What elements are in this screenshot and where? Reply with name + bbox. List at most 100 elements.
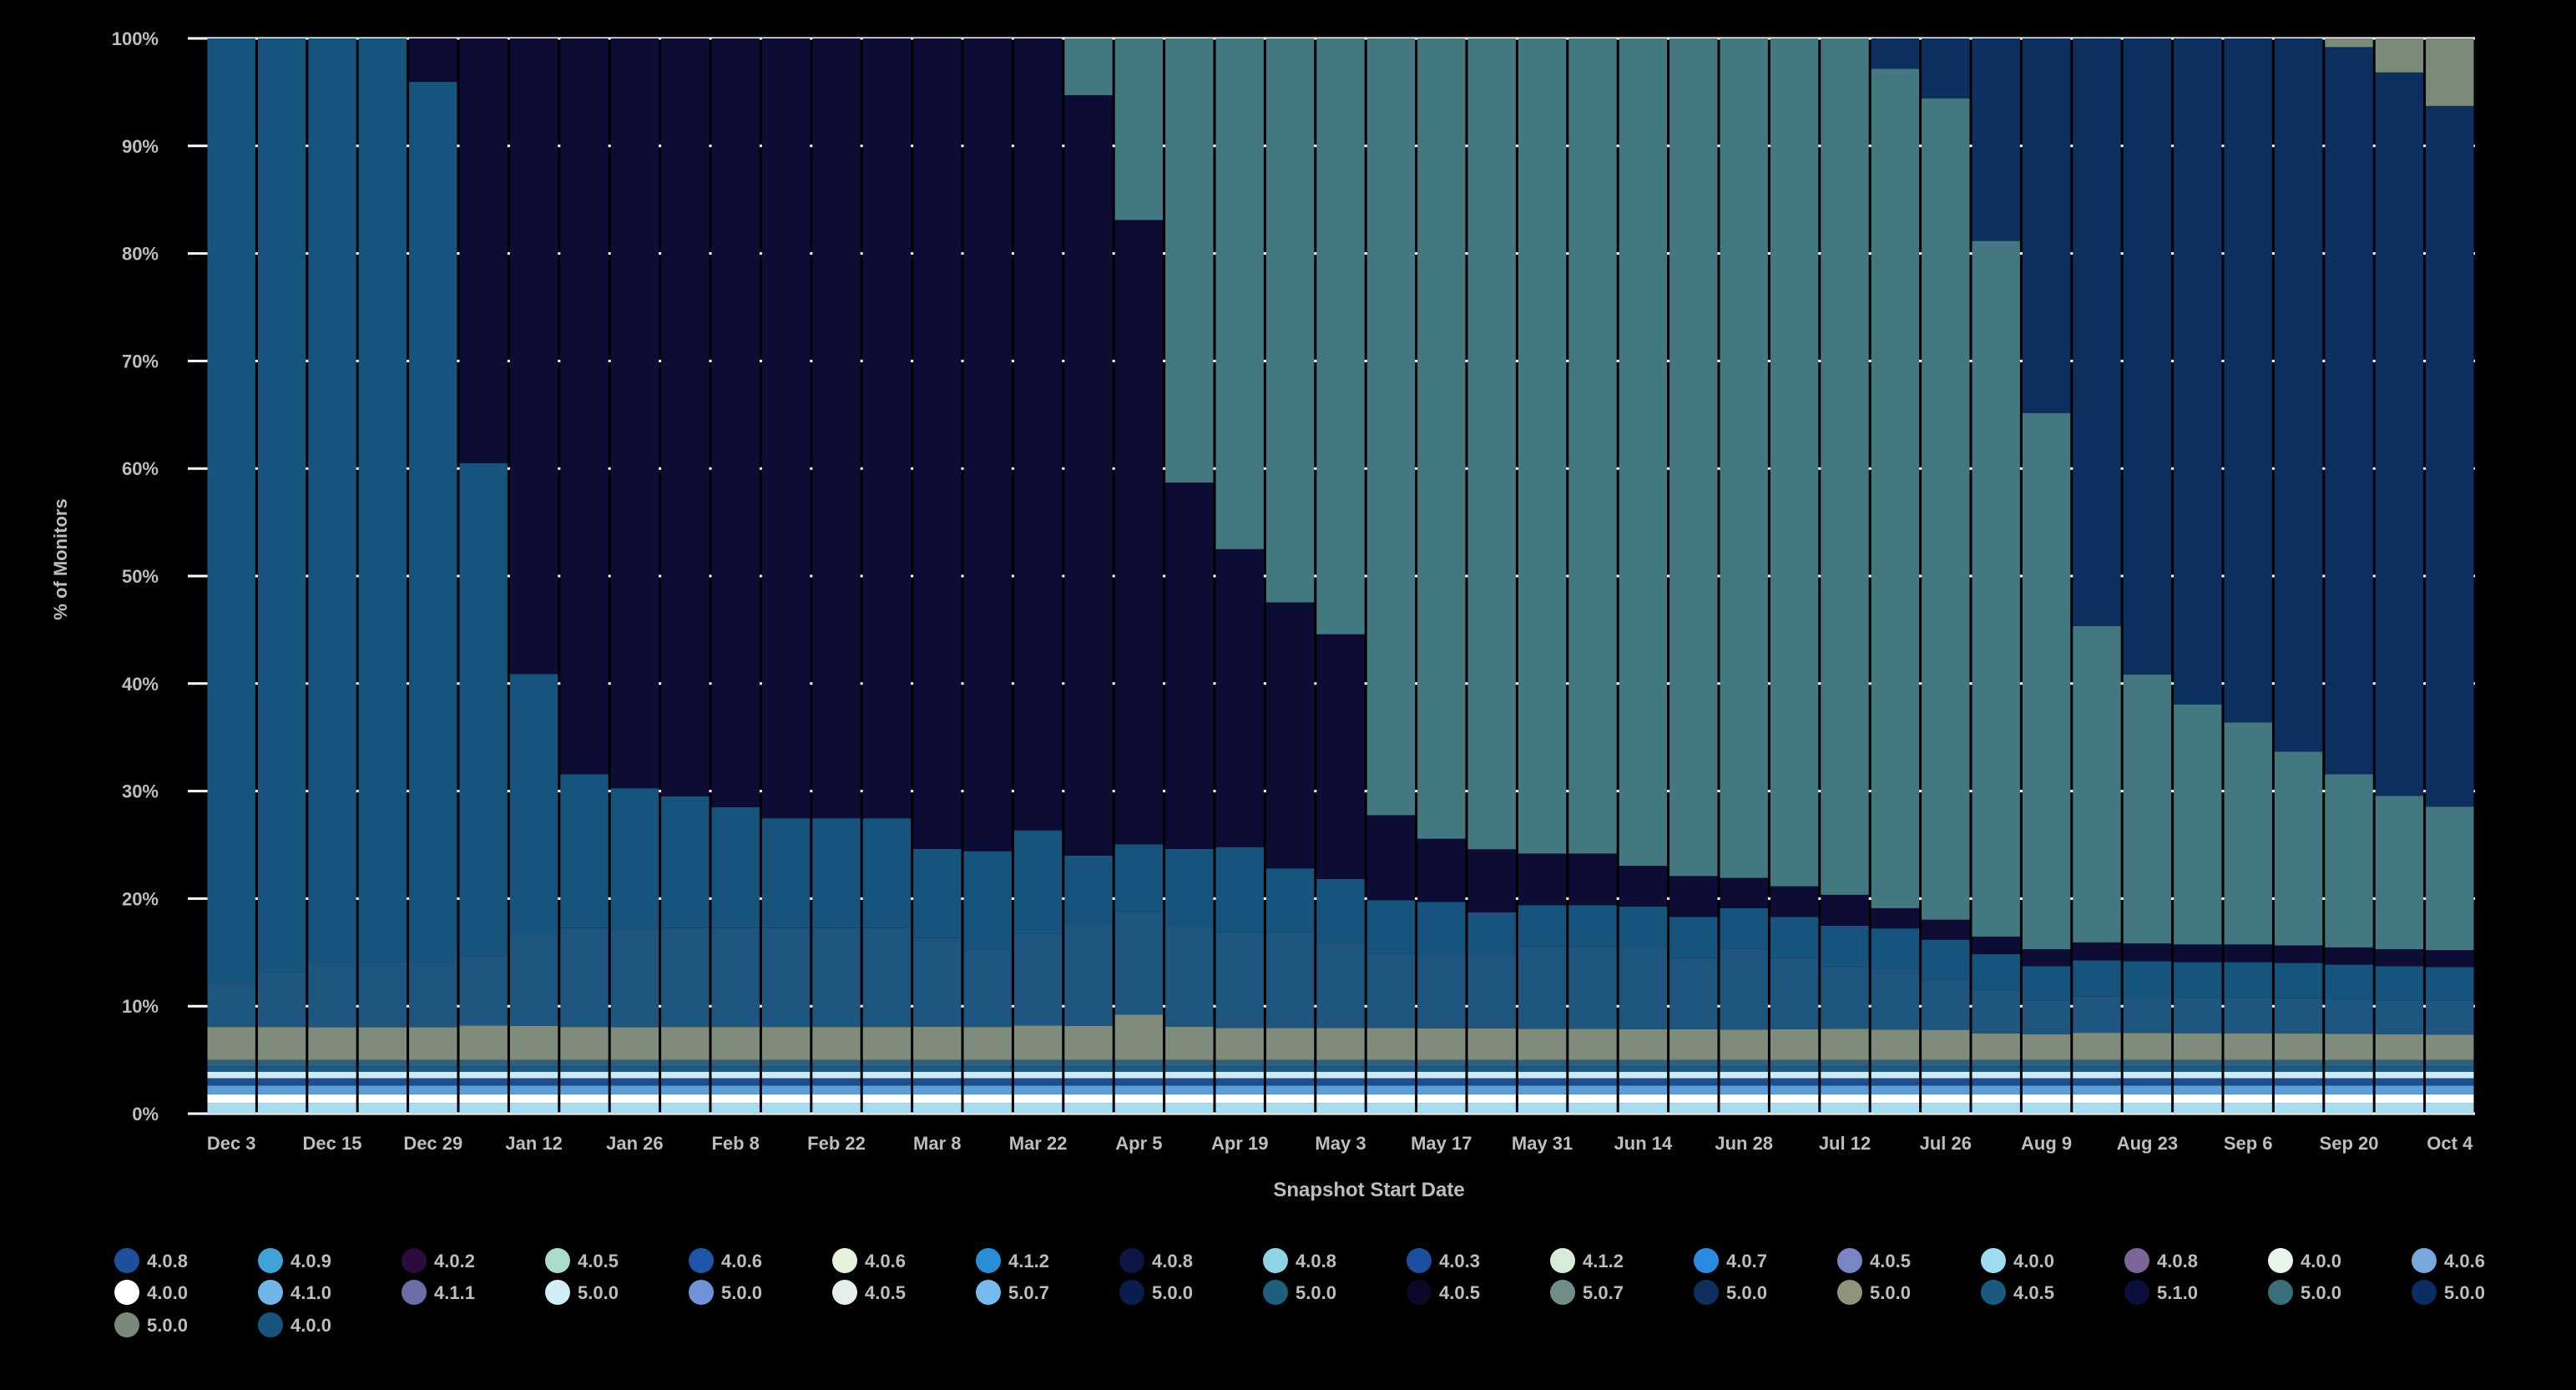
bar-segment-minor: [2174, 1103, 2222, 1114]
bar-segment: [812, 818, 861, 928]
bar-segment-minor: [1215, 1085, 1264, 1094]
bar-segment-minor: [2174, 1078, 2222, 1086]
legend-item: 4.0.0: [2268, 1248, 2341, 1273]
bar-segment-minor: [308, 1094, 356, 1104]
bar-segment: [2426, 967, 2474, 1001]
bar-segment: [2426, 806, 2474, 951]
bar-segment-minor: [2375, 1078, 2424, 1086]
legend-label: 4.0.8: [147, 1251, 188, 1271]
bar-segment: [1619, 38, 1668, 867]
bar-segment: [1922, 38, 1970, 99]
bar-segment-minor: [459, 1059, 508, 1067]
bar-segment: [2375, 1000, 2424, 1035]
bar-segment: [2073, 942, 2121, 961]
bar-stack: [610, 38, 659, 1114]
bar-segment: [1265, 932, 1315, 1029]
bar-segment-minor: [1114, 1059, 1164, 1067]
legend-swatch: [114, 1280, 139, 1305]
bar-segment: [1871, 907, 1920, 929]
bar-segment-minor: [2274, 1078, 2323, 1086]
bar-segment-minor: [1568, 1094, 1617, 1104]
x-tick-label: Feb 22: [807, 1133, 866, 1154]
bar-segment: [661, 1027, 710, 1060]
bar-segment: [358, 962, 407, 1028]
bar-segment-minor: [1669, 1094, 1718, 1104]
bar-segment: [358, 38, 407, 963]
bar-segment: [610, 788, 659, 930]
bar-segment-minor: [1871, 1085, 1920, 1094]
legend-label: 4.1.1: [434, 1282, 475, 1303]
bar-segment: [1165, 38, 1214, 483]
x-axis-title: Snapshot Start Date: [1273, 1179, 1464, 1201]
bar-segment-minor: [913, 1071, 962, 1079]
bar-segment-minor: [1972, 1059, 2020, 1067]
bar-segment: [1064, 1025, 1113, 1060]
bar-segment-minor: [761, 1103, 811, 1114]
bar-segment-minor: [358, 1059, 407, 1067]
bar-segment-minor: [1114, 1094, 1164, 1104]
bar-segment: [1770, 38, 1819, 887]
bar-segment-minor: [2426, 1066, 2474, 1072]
bar-segment: [2426, 105, 2474, 807]
bar-segment-minor: [1064, 1085, 1113, 1094]
bar-segment: [1316, 634, 1365, 879]
bar-segment: [1165, 1026, 1214, 1060]
bar-stack: [1972, 38, 2020, 1114]
bar-segment: [963, 851, 1012, 951]
bar-segment: [1013, 1025, 1063, 1060]
bar-segment: [1720, 907, 1768, 949]
bar-segment-minor: [1316, 1094, 1365, 1104]
legend-label: 4.0.3: [1439, 1251, 1480, 1271]
bar-segment-minor: [2022, 1085, 2071, 1094]
bar-segment-minor: [2123, 1078, 2172, 1086]
bar-segment: [1972, 38, 2020, 241]
bar-segment: [2325, 1034, 2373, 1060]
bar-segment: [1215, 548, 1264, 847]
bar-segment-minor: [1265, 1103, 1315, 1114]
bar-stack: [207, 38, 255, 1114]
bar-segment-minor: [1720, 1078, 1768, 1086]
bar-segment: [2022, 949, 2071, 967]
bar-segment: [2123, 38, 2172, 675]
bar-stack: [1922, 38, 1970, 1114]
bar-segment: [2073, 38, 2121, 626]
bar-segment-minor: [2375, 1103, 2424, 1114]
legend-swatch: [1119, 1248, 1144, 1273]
bar-stack: [1720, 38, 1768, 1114]
bar-segment-minor: [2073, 1059, 2121, 1067]
legend-item: 4.0.6: [832, 1248, 906, 1273]
legend-swatch: [258, 1280, 283, 1305]
legend-label: 4.0.0: [2013, 1251, 2054, 1271]
bar-segment: [409, 962, 457, 1028]
bar-segment-minor: [1064, 1071, 1113, 1079]
bar-segment: [711, 38, 760, 807]
legend-label: 4.0.8: [2157, 1251, 2198, 1271]
bar-segment-minor: [1518, 1071, 1567, 1079]
bar-segment: [2123, 675, 2172, 944]
bar-segment-minor: [2274, 1071, 2323, 1079]
bar-segment-minor: [1316, 1103, 1365, 1114]
bar-segment-minor: [2274, 1085, 2323, 1094]
legend-label: 4.0.0: [2301, 1251, 2341, 1271]
bar-stack: [257, 38, 306, 1114]
bar-segment-minor: [1922, 1094, 1970, 1104]
legend-label: 5.0.0: [1870, 1282, 1911, 1303]
bar-segment: [1215, 932, 1264, 1029]
bar-segment-minor: [1972, 1066, 2020, 1072]
bar-segment-minor: [257, 1071, 306, 1079]
x-tick-label: Sep 6: [2224, 1133, 2273, 1154]
bar-segment-minor: [1366, 1066, 1416, 1072]
bar-segment-minor: [2123, 1103, 2172, 1114]
bar-segment-minor: [1972, 1071, 2020, 1079]
bar-stack: [509, 38, 558, 1114]
bar-segment-minor: [560, 1059, 609, 1067]
bar-segment-minor: [257, 1094, 306, 1104]
bar-segment-minor: [1064, 1059, 1113, 1067]
bar-segment-minor: [1064, 1094, 1113, 1104]
bar-segment-minor: [812, 1103, 861, 1114]
bar-segment-minor: [1417, 1103, 1466, 1114]
bar-segment-minor: [1922, 1103, 1970, 1114]
bar-segment-minor: [207, 1059, 255, 1067]
bar-stack: [1770, 38, 1819, 1114]
bar-stack: [963, 38, 1012, 1114]
